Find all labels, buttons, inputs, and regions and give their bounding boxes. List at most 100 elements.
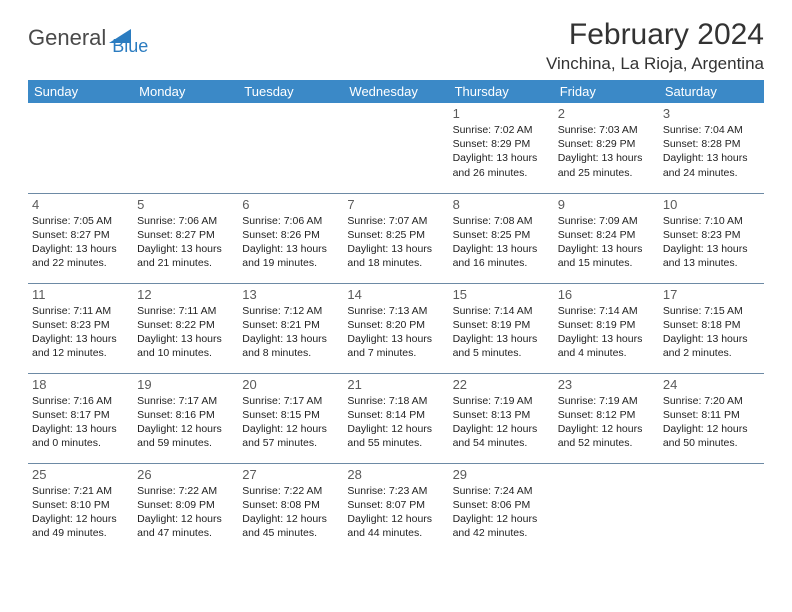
day-info: Sunrise: 7:18 AMSunset: 8:14 PMDaylight:… xyxy=(347,394,444,451)
day-number: 20 xyxy=(242,377,339,392)
calendar-cell: 13 Sunrise: 7:12 AMSunset: 8:21 PMDayligh… xyxy=(238,283,343,373)
calendar-cell: 22 Sunrise: 7:19 AMSunset: 8:13 PMDayligh… xyxy=(449,373,554,463)
calendar-cell: 16 Sunrise: 7:14 AMSunset: 8:19 PMDayligh… xyxy=(554,283,659,373)
day-number: 18 xyxy=(32,377,129,392)
day-number: 15 xyxy=(453,287,550,302)
day-info: Sunrise: 7:22 AMSunset: 8:08 PMDaylight:… xyxy=(242,484,339,541)
day-info: Sunrise: 7:14 AMSunset: 8:19 PMDaylight:… xyxy=(558,304,655,361)
calendar-cell: 29 Sunrise: 7:24 AMSunset: 8:06 PMDayligh… xyxy=(449,463,554,553)
weekday-header: Sunday xyxy=(28,80,133,103)
day-number: 8 xyxy=(453,197,550,212)
calendar-cell: 15Sunrise: 7:14 AMSunset: 8:19 PMDayligh… xyxy=(449,283,554,373)
calendar-row: 18 Sunrise: 7:16 AMSunset: 8:17 PMDayligh… xyxy=(28,373,764,463)
day-number: 26 xyxy=(137,467,234,482)
day-number: 2 xyxy=(558,106,655,121)
day-info: Sunrise: 7:24 AMSunset: 8:06 PMDaylight:… xyxy=(453,484,550,541)
day-info: Sunrise: 7:13 AMSunset: 8:20 PMDaylight:… xyxy=(347,304,444,361)
weekday-header: Saturday xyxy=(659,80,764,103)
day-number: 10 xyxy=(663,197,760,212)
calendar-cell-empty xyxy=(659,463,764,553)
calendar-row: 1 Sunrise: 7:02 AMSunset: 8:29 PMDaylight… xyxy=(28,103,764,193)
day-info: Sunrise: 7:05 AMSunset: 8:27 PMDaylight:… xyxy=(32,214,129,271)
day-info: Sunrise: 7:19 AMSunset: 8:12 PMDaylight:… xyxy=(558,394,655,451)
calendar-cell: 11 Sunrise: 7:11 AMSunset: 8:23 PMDayligh… xyxy=(28,283,133,373)
day-info: Sunrise: 7:21 AMSunset: 8:10 PMDaylight:… xyxy=(32,484,129,541)
day-info: Sunrise: 7:11 AMSunset: 8:22 PMDaylight:… xyxy=(137,304,234,361)
day-info: Sunrise: 7:04 AMSunset: 8:28 PMDaylight:… xyxy=(663,123,760,180)
header: General Blue February 2024 Vinchina, La … xyxy=(28,18,764,74)
day-info: Sunrise: 7:15 AMSunset: 8:18 PMDaylight:… xyxy=(663,304,760,361)
calendar-row: 4Sunrise: 7:05 AMSunset: 8:27 PMDaylight… xyxy=(28,193,764,283)
calendar-cell: 28 Sunrise: 7:23 AMSunset: 8:07 PMDayligh… xyxy=(343,463,448,553)
calendar-cell: 27 Sunrise: 7:22 AMSunset: 8:08 PMDayligh… xyxy=(238,463,343,553)
calendar-table: SundayMondayTuesdayWednesdayThursdayFrid… xyxy=(28,80,764,553)
day-number: 27 xyxy=(242,467,339,482)
calendar-cell: 14 Sunrise: 7:13 AMSunset: 8:20 PMDayligh… xyxy=(343,283,448,373)
weekday-header: Monday xyxy=(133,80,238,103)
day-info: Sunrise: 7:16 AMSunset: 8:17 PMDaylight:… xyxy=(32,394,129,451)
calendar-cell: 12 Sunrise: 7:11 AMSunset: 8:22 PMDayligh… xyxy=(133,283,238,373)
calendar-cell: 24Sunrise: 7:20 AMSunset: 8:11 PMDayligh… xyxy=(659,373,764,463)
calendar-cell: 5Sunrise: 7:06 AMSunset: 8:27 PMDaylight… xyxy=(133,193,238,283)
calendar-cell-empty xyxy=(343,103,448,193)
calendar-cell: 18 Sunrise: 7:16 AMSunset: 8:17 PMDayligh… xyxy=(28,373,133,463)
weekday-header: Thursday xyxy=(449,80,554,103)
calendar-cell: 23Sunrise: 7:19 AMSunset: 8:12 PMDayligh… xyxy=(554,373,659,463)
day-number: 19 xyxy=(137,377,234,392)
weekday-row: SundayMondayTuesdayWednesdayThursdayFrid… xyxy=(28,80,764,103)
day-number: 1 xyxy=(453,106,550,121)
calendar-cell: 3 Sunrise: 7:04 AMSunset: 8:28 PMDaylight… xyxy=(659,103,764,193)
day-number: 25 xyxy=(32,467,129,482)
day-number: 17 xyxy=(663,287,760,302)
month-title: February 2024 xyxy=(546,18,764,52)
calendar-cell-empty xyxy=(238,103,343,193)
day-number: 21 xyxy=(347,377,444,392)
calendar-row: 11 Sunrise: 7:11 AMSunset: 8:23 PMDayligh… xyxy=(28,283,764,373)
day-number: 3 xyxy=(663,106,760,121)
day-info: Sunrise: 7:06 AMSunset: 8:27 PMDaylight:… xyxy=(137,214,234,271)
calendar-cell: 20 Sunrise: 7:17 AMSunset: 8:15 PMDayligh… xyxy=(238,373,343,463)
calendar-cell: 2 Sunrise: 7:03 AMSunset: 8:29 PMDaylight… xyxy=(554,103,659,193)
day-number: 14 xyxy=(347,287,444,302)
day-info: Sunrise: 7:23 AMSunset: 8:07 PMDaylight:… xyxy=(347,484,444,541)
calendar-cell-empty xyxy=(133,103,238,193)
calendar-cell: 26 Sunrise: 7:22 AMSunset: 8:09 PMDayligh… xyxy=(133,463,238,553)
day-info: Sunrise: 7:22 AMSunset: 8:09 PMDaylight:… xyxy=(137,484,234,541)
day-info: Sunrise: 7:07 AMSunset: 8:25 PMDaylight:… xyxy=(347,214,444,271)
logo-text-general: General xyxy=(28,25,106,51)
day-info: Sunrise: 7:09 AMSunset: 8:24 PMDaylight:… xyxy=(558,214,655,271)
calendar-cell: 7Sunrise: 7:07 AMSunset: 8:25 PMDaylight… xyxy=(343,193,448,283)
calendar-body: 1 Sunrise: 7:02 AMSunset: 8:29 PMDaylight… xyxy=(28,103,764,553)
calendar-cell-empty xyxy=(28,103,133,193)
day-info: Sunrise: 7:02 AMSunset: 8:29 PMDaylight:… xyxy=(453,123,550,180)
calendar-row: 25 Sunrise: 7:21 AMSunset: 8:10 PMDayligh… xyxy=(28,463,764,553)
day-number: 13 xyxy=(242,287,339,302)
day-info: Sunrise: 7:17 AMSunset: 8:16 PMDaylight:… xyxy=(137,394,234,451)
location: Vinchina, La Rioja, Argentina xyxy=(546,54,764,74)
day-info: Sunrise: 7:20 AMSunset: 8:11 PMDaylight:… xyxy=(663,394,760,451)
day-number: 22 xyxy=(453,377,550,392)
calendar-cell: 10 Sunrise: 7:10 AMSunset: 8:23 PMDayligh… xyxy=(659,193,764,283)
calendar-cell: 1 Sunrise: 7:02 AMSunset: 8:29 PMDaylight… xyxy=(449,103,554,193)
calendar-cell: 4Sunrise: 7:05 AMSunset: 8:27 PMDaylight… xyxy=(28,193,133,283)
logo: General Blue xyxy=(28,18,148,57)
title-block: February 2024 Vinchina, La Rioja, Argent… xyxy=(546,18,764,74)
day-info: Sunrise: 7:08 AMSunset: 8:25 PMDaylight:… xyxy=(453,214,550,271)
day-number: 28 xyxy=(347,467,444,482)
day-number: 6 xyxy=(242,197,339,212)
calendar-cell: 9Sunrise: 7:09 AMSunset: 8:24 PMDaylight… xyxy=(554,193,659,283)
day-number: 16 xyxy=(558,287,655,302)
weekday-header: Wednesday xyxy=(343,80,448,103)
day-info: Sunrise: 7:19 AMSunset: 8:13 PMDaylight:… xyxy=(453,394,550,451)
day-info: Sunrise: 7:03 AMSunset: 8:29 PMDaylight:… xyxy=(558,123,655,180)
day-number: 29 xyxy=(453,467,550,482)
calendar-cell: 8 Sunrise: 7:08 AMSunset: 8:25 PMDaylight… xyxy=(449,193,554,283)
day-info: Sunrise: 7:10 AMSunset: 8:23 PMDaylight:… xyxy=(663,214,760,271)
day-info: Sunrise: 7:11 AMSunset: 8:23 PMDaylight:… xyxy=(32,304,129,361)
day-info: Sunrise: 7:17 AMSunset: 8:15 PMDaylight:… xyxy=(242,394,339,451)
day-number: 11 xyxy=(32,287,129,302)
calendar-cell-empty xyxy=(554,463,659,553)
day-number: 12 xyxy=(137,287,234,302)
weekday-header: Friday xyxy=(554,80,659,103)
day-info: Sunrise: 7:12 AMSunset: 8:21 PMDaylight:… xyxy=(242,304,339,361)
